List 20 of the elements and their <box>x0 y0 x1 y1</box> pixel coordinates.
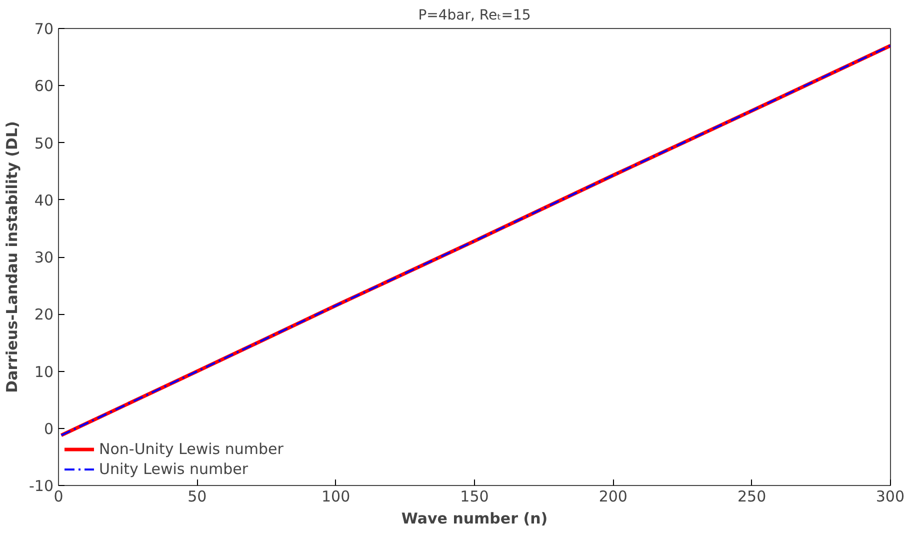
y-tick-label: 30 <box>34 248 54 266</box>
y-tick-label: 50 <box>34 134 54 152</box>
y-tick-label: 70 <box>34 20 54 38</box>
y-axis-title: Darrieus-Landau instability (DL) <box>3 121 21 393</box>
x-tick-label: 200 <box>598 488 628 506</box>
chart-title: P=4bar, Reₜ=15 <box>418 8 531 24</box>
x-tick-label: 100 <box>322 488 350 506</box>
y-tick-label: 40 <box>34 191 54 210</box>
y-tick-label: 20 <box>34 306 54 324</box>
x-tick-label: 150 <box>460 488 489 506</box>
x-tick-label: 250 <box>738 488 766 506</box>
y-tick-label: 10 <box>34 362 54 381</box>
x-tick-label: 300 <box>876 488 905 506</box>
x-tick-label: 50 <box>188 488 207 506</box>
y-tick-label: 60 <box>34 77 54 96</box>
x-axis-title: Wave number (n) <box>401 510 548 528</box>
legend-label: Non-Unity Lewis number <box>99 440 284 458</box>
y-tick-label: 0 <box>44 420 54 438</box>
y-tick-label: -10 <box>29 477 54 495</box>
legend-label: Unity Lewis number <box>99 460 248 478</box>
